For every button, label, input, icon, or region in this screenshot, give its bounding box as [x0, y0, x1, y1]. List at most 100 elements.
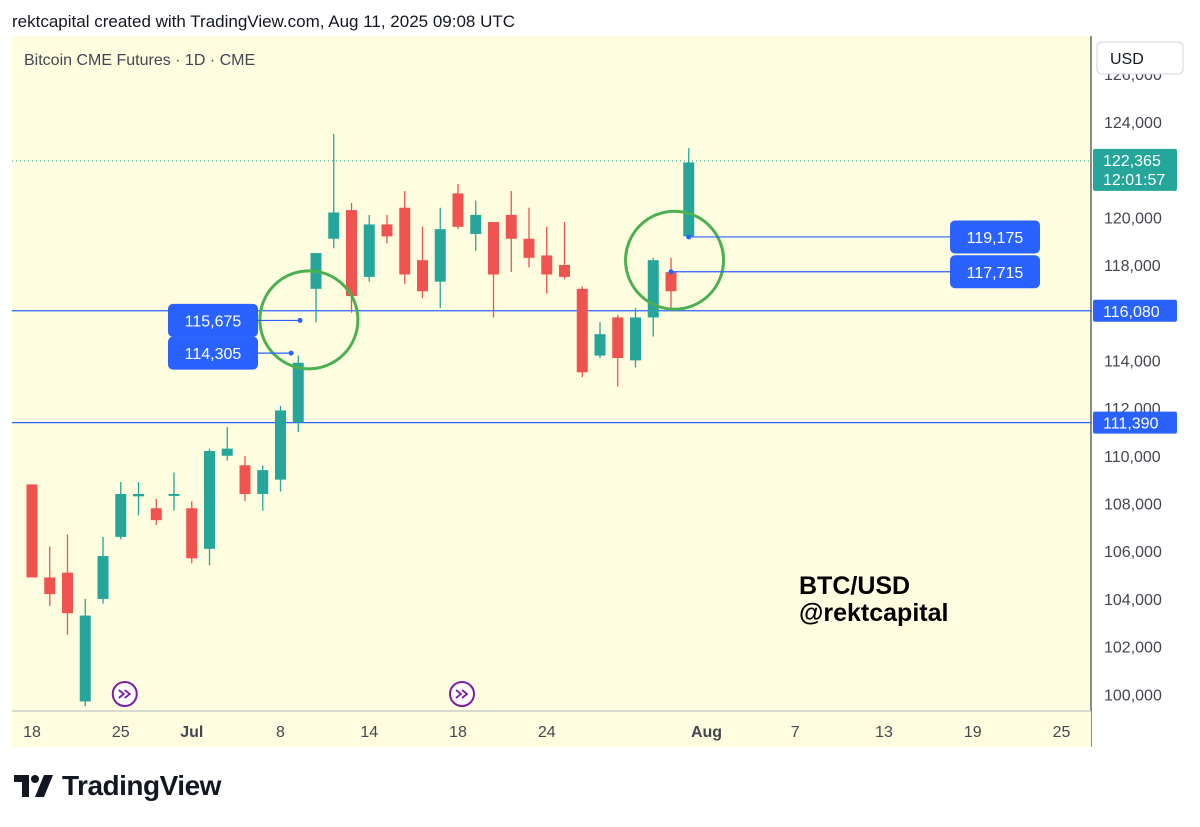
candle — [559, 222, 570, 280]
last-price-value: 122,365 — [1103, 153, 1161, 170]
callout-label: 119,175 — [967, 230, 1024, 247]
level-axis-label: 116,080 — [1093, 299, 1177, 322]
callout-label: 115,675 — [185, 313, 242, 330]
event-markers[interactable] — [111, 681, 475, 707]
candle — [186, 501, 198, 564]
candle — [505, 191, 517, 273]
price-tick-label: 104,000 — [1104, 592, 1162, 609]
time-tick-label: 24 — [538, 724, 556, 741]
candle-body — [26, 484, 38, 578]
candle-body — [381, 224, 393, 237]
candle-body — [346, 210, 357, 296]
candles — [26, 133, 695, 707]
candle-body — [275, 410, 286, 480]
candle — [44, 546, 56, 607]
price-axis-labels: 116,080 111,390 122,365 12:01:57 — [1093, 148, 1177, 434]
time-axis[interactable] — [12, 711, 1091, 747]
candle-body — [488, 222, 499, 275]
time-tick-label: 7 — [791, 724, 800, 741]
candle — [26, 484, 38, 578]
candle — [115, 482, 127, 540]
candle-body — [62, 572, 73, 614]
candle — [275, 405, 286, 492]
candle-body — [434, 229, 446, 282]
candlestick-chart[interactable]: 115,675 114,305 119,175 117,715 100,000 102,… — [0, 0, 1200, 770]
candle-body — [541, 255, 553, 275]
candle — [470, 200, 482, 251]
time-tick-label: 25 — [112, 724, 130, 741]
price-callouts[interactable]: 115,675 114,305 119,175 117,715 — [168, 220, 1041, 370]
price-callout[interactable]: 119,175 — [686, 220, 1040, 254]
candle-body — [44, 577, 56, 595]
candle-body — [417, 260, 428, 292]
candle-body — [328, 212, 340, 239]
currency-button[interactable]: USD — [1096, 41, 1184, 75]
time-tick-label: 8 — [276, 724, 285, 741]
time-tick-label: 13 — [875, 724, 893, 741]
callout-box — [168, 303, 258, 337]
candle — [399, 191, 411, 285]
candle — [683, 148, 695, 239]
price-callout[interactable]: 117,715 — [668, 255, 1041, 289]
candle — [381, 214, 393, 244]
last-price-countdown: 12:01:57 — [1103, 172, 1165, 189]
candle-body — [665, 272, 677, 292]
tradingview-logo[interactable]: TradingView — [14, 770, 221, 802]
level-axis-label: 111,390 — [1093, 411, 1177, 434]
tradingview-logo-icon — [14, 775, 53, 797]
callout-anchor-dot — [297, 317, 303, 323]
candle-body — [452, 193, 464, 227]
annotation-symbol: BTC/USD — [799, 572, 910, 600]
candle — [62, 534, 73, 635]
candle-body — [505, 214, 517, 239]
candle — [79, 598, 91, 707]
callout-box — [950, 255, 1040, 289]
candle-body — [594, 334, 606, 356]
price-tick-label: 106,000 — [1104, 544, 1162, 561]
price-tick-label: 124,000 — [1104, 115, 1162, 132]
price-callout[interactable]: 115,675 — [168, 303, 303, 337]
time-tick-label: Aug — [691, 724, 722, 741]
annotation-author: @rektcapital — [799, 599, 948, 627]
level-axis-value: 116,080 — [1103, 304, 1160, 321]
candle-body — [683, 162, 695, 237]
callout-box — [168, 336, 258, 370]
callout-box — [950, 220, 1040, 254]
last-price-axis-label: 122,365 12:01:57 — [1093, 148, 1177, 191]
candle — [363, 214, 375, 282]
event-marker-icon[interactable] — [111, 681, 138, 707]
candle — [488, 222, 499, 318]
candle — [204, 448, 215, 566]
candle — [576, 286, 588, 378]
price-callout[interactable]: 114,305 — [168, 336, 294, 370]
callout-label: 114,305 — [185, 346, 242, 363]
candle — [417, 226, 428, 299]
candle — [221, 427, 233, 461]
time-tick-label: 19 — [964, 724, 982, 741]
candle-body — [576, 288, 588, 373]
candle-body — [647, 260, 659, 318]
plot-area[interactable] — [12, 36, 1091, 711]
candle-body — [363, 224, 375, 277]
chart-title: Bitcoin CME Futures · 1D · CME — [24, 52, 255, 69]
level-axis-value: 111,390 — [1103, 416, 1159, 433]
candle — [239, 455, 251, 502]
candle — [630, 307, 641, 368]
price-tick-label: 118,000 — [1104, 258, 1161, 275]
candle-body — [470, 214, 482, 234]
event-marker-icon[interactable] — [449, 681, 475, 707]
price-tick-label: 110,000 — [1104, 449, 1161, 466]
callout-anchor-dot — [288, 350, 294, 356]
callout-anchor-dot — [686, 234, 692, 240]
candle-body — [559, 264, 570, 277]
time-tick-label: 25 — [1053, 724, 1071, 741]
candle-body — [204, 451, 215, 549]
time-tick-label: Jul — [180, 724, 203, 741]
candle-body — [523, 238, 535, 258]
time-tick-label: 18 — [23, 724, 41, 741]
candle-body — [186, 508, 198, 559]
time-tick-label: 14 — [360, 724, 378, 741]
candle — [97, 536, 109, 604]
candle — [328, 133, 340, 249]
candle-body — [612, 317, 624, 358]
